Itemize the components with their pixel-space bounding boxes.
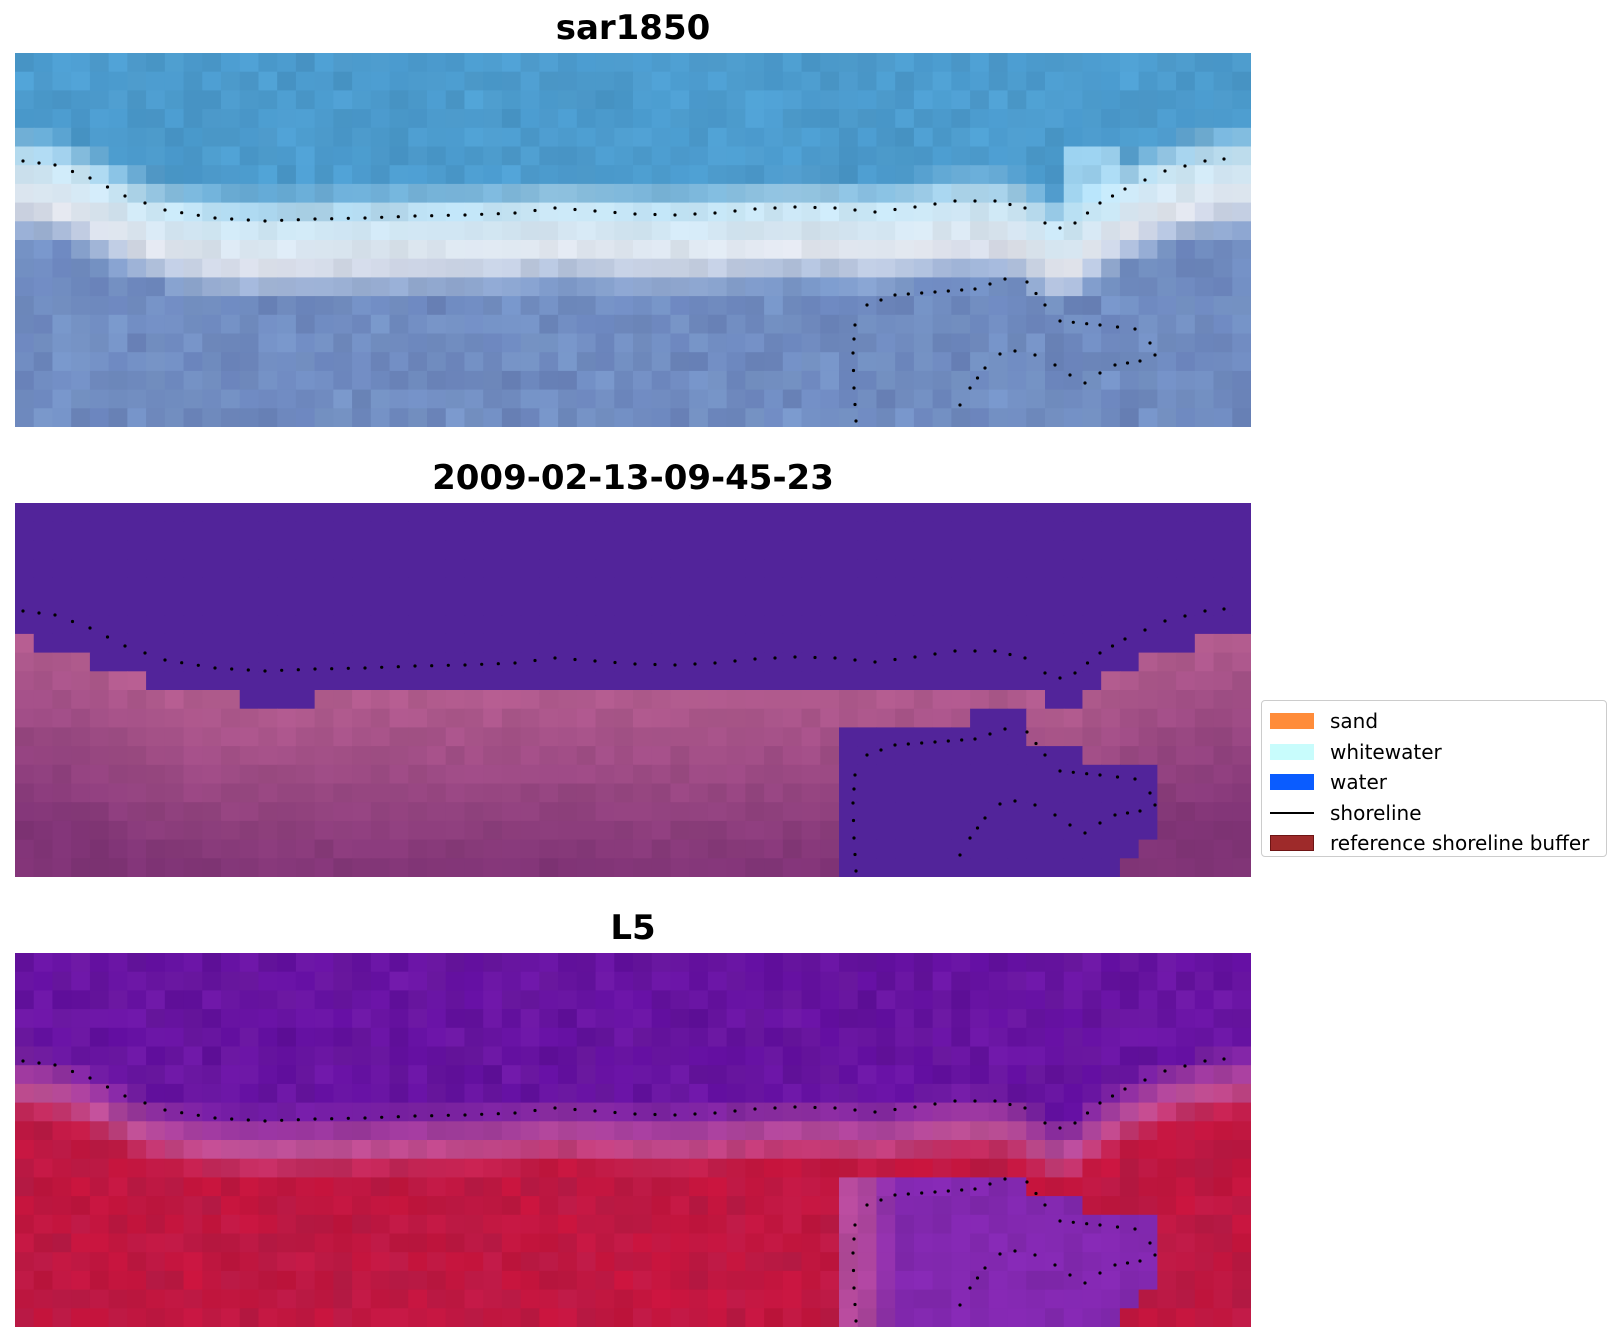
rgb-image-panel <box>15 53 1251 427</box>
legend-item-water: water <box>1270 767 1606 798</box>
panel-title-index: L5 <box>610 908 656 948</box>
index-image-panel <box>15 953 1251 1327</box>
rgb-shoreline-dots <box>21 157 1226 423</box>
legend-swatch-whitewater <box>1270 743 1314 760</box>
legend: sand whitewater water shoreline referenc… <box>1261 700 1607 857</box>
panel-title-classified: 2009-02-13-09-45-23 <box>432 458 834 498</box>
legend-line-shoreline <box>1270 805 1314 821</box>
legend-swatch-sand <box>1270 713 1314 730</box>
rgb-image <box>15 53 1251 427</box>
legend-item-whitewater: whitewater <box>1270 737 1606 768</box>
legend-label-sand: sand <box>1330 709 1379 734</box>
legend-label-water: water <box>1330 770 1387 795</box>
classified-image-panel <box>15 503 1251 877</box>
classified-shoreline-dots <box>21 607 1226 873</box>
index-shoreline-dots <box>21 1057 1226 1323</box>
legend-item-sand: sand <box>1270 706 1606 737</box>
legend-label-whitewater: whitewater <box>1330 739 1442 764</box>
classified-image <box>15 503 1251 877</box>
legend-label-reference-buffer: reference shoreline buffer <box>1330 831 1590 856</box>
legend-label-shoreline: shoreline <box>1330 800 1422 825</box>
index-image <box>15 953 1251 1327</box>
legend-item-shoreline: shoreline <box>1270 798 1606 829</box>
legend-swatch-reference-buffer <box>1270 835 1314 852</box>
legend-swatch-water <box>1270 774 1314 791</box>
legend-item-reference-buffer: reference shoreline buffer <box>1270 828 1606 859</box>
panel-title-rgb: sar1850 <box>555 8 711 48</box>
